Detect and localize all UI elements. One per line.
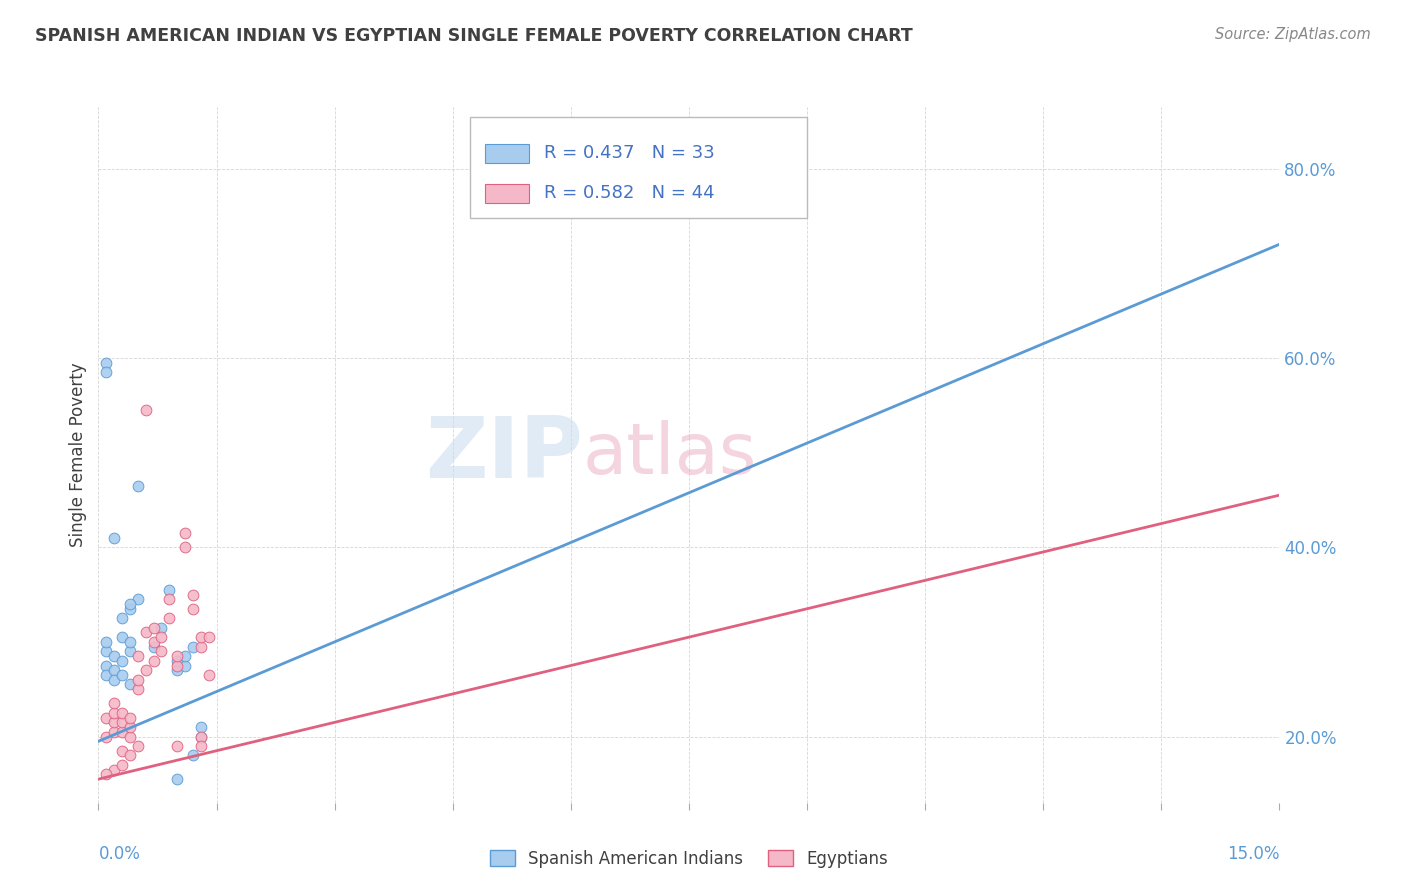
Point — [103, 673, 125, 687]
Point — [118, 720, 141, 734]
Point — [181, 748, 204, 763]
Point — [174, 658, 197, 673]
Point — [111, 744, 134, 758]
Point — [111, 706, 134, 720]
Text: ZIP: ZIP — [425, 413, 582, 497]
Point — [111, 668, 134, 682]
Point — [111, 758, 134, 772]
Point — [96, 658, 118, 673]
Point — [135, 625, 157, 640]
Point — [174, 540, 197, 554]
FancyBboxPatch shape — [471, 118, 807, 219]
Point — [127, 592, 149, 607]
Point — [190, 730, 212, 744]
Point — [96, 365, 118, 379]
Point — [174, 649, 197, 664]
Point — [157, 592, 180, 607]
Point — [118, 730, 141, 744]
Point — [190, 720, 212, 734]
Point — [181, 640, 204, 654]
Point — [96, 668, 118, 682]
Point — [103, 531, 125, 545]
Point — [127, 682, 149, 697]
Point — [118, 601, 141, 615]
Point — [103, 663, 125, 677]
Point — [111, 630, 134, 644]
Point — [166, 663, 188, 677]
Point — [103, 724, 125, 739]
Point — [127, 739, 149, 753]
Text: 0.0%: 0.0% — [98, 845, 141, 863]
Point — [103, 763, 125, 777]
Point — [127, 649, 149, 664]
Text: 15.0%: 15.0% — [1227, 845, 1279, 863]
Point — [118, 644, 141, 658]
Point — [96, 635, 118, 649]
Point — [118, 748, 141, 763]
Point — [166, 658, 188, 673]
Y-axis label: Single Female Poverty: Single Female Poverty — [69, 363, 87, 547]
Point — [96, 767, 118, 781]
Text: R = 0.437   N = 33: R = 0.437 N = 33 — [544, 144, 714, 162]
Point — [197, 668, 219, 682]
Point — [142, 640, 165, 654]
Point — [166, 654, 188, 668]
Point — [127, 478, 149, 492]
Point — [111, 724, 134, 739]
Point — [111, 715, 134, 730]
Point — [166, 649, 188, 664]
Point — [150, 644, 173, 658]
Point — [103, 649, 125, 664]
Point — [96, 356, 118, 370]
Point — [190, 739, 212, 753]
Point — [181, 601, 204, 615]
Point — [150, 621, 173, 635]
Point — [190, 640, 212, 654]
Point — [96, 644, 118, 658]
Point — [181, 588, 204, 602]
Point — [118, 597, 141, 611]
Point — [166, 739, 188, 753]
Point — [166, 772, 188, 786]
Point — [197, 630, 219, 644]
Point — [96, 710, 118, 724]
Point — [118, 710, 141, 724]
FancyBboxPatch shape — [485, 144, 530, 163]
Point — [118, 635, 141, 649]
Point — [135, 403, 157, 417]
Point — [174, 526, 197, 541]
Point — [96, 730, 118, 744]
FancyBboxPatch shape — [485, 184, 530, 203]
Point — [190, 630, 212, 644]
Text: Source: ZipAtlas.com: Source: ZipAtlas.com — [1215, 27, 1371, 42]
Point — [127, 673, 149, 687]
Point — [103, 706, 125, 720]
Point — [142, 621, 165, 635]
Point — [190, 730, 212, 744]
Text: SPANISH AMERICAN INDIAN VS EGYPTIAN SINGLE FEMALE POVERTY CORRELATION CHART: SPANISH AMERICAN INDIAN VS EGYPTIAN SING… — [35, 27, 912, 45]
Point — [157, 611, 180, 625]
Point — [150, 630, 173, 644]
Point — [157, 582, 180, 597]
Point — [103, 715, 125, 730]
Point — [118, 677, 141, 691]
Point — [111, 654, 134, 668]
Point — [111, 611, 134, 625]
Point — [135, 663, 157, 677]
Text: R = 0.582   N = 44: R = 0.582 N = 44 — [544, 184, 714, 202]
Point — [142, 635, 165, 649]
Point — [103, 697, 125, 711]
Point — [142, 654, 165, 668]
Text: atlas: atlas — [582, 420, 756, 490]
Legend: Spanish American Indians, Egyptians: Spanish American Indians, Egyptians — [484, 843, 894, 874]
